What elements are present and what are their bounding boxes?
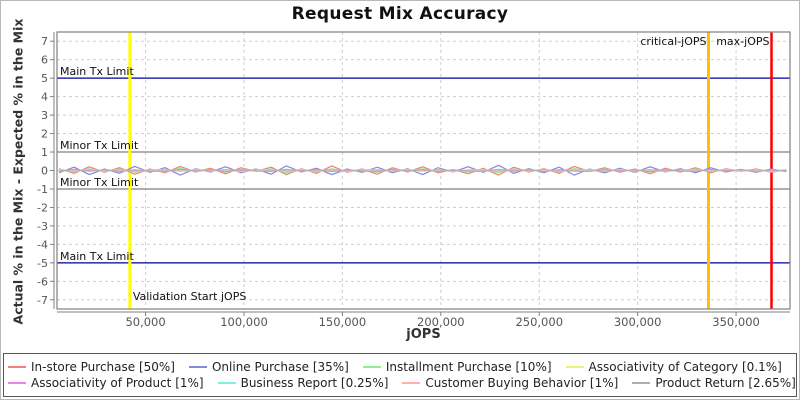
y-tick-label: -5 [37,257,48,270]
marker-label: max-jOPS [716,35,769,48]
legend-item: Installment Purchase [10%] [362,360,552,374]
y-tick-label: 0 [41,165,48,178]
legend-label: Online Purchase [35%] [211,360,349,374]
y-tick-label: -1 [37,183,48,196]
y-tick-label: 7 [41,35,48,48]
legend-line-swatch [8,382,26,384]
legend-item: Product Return [2.65%] [632,376,796,390]
marker-label: Validation Start jOPS [133,290,247,303]
limit-line-label: Minor Tx Limit [60,176,139,189]
legend-item: Online Purchase [35%] [188,360,349,374]
y-tick-label: 1 [41,146,48,159]
legend-label: Customer Buying Behavior [1%] [425,376,619,390]
legend-item: In-store Purchase [50%] [8,360,175,374]
limit-line-label: Main Tx Limit [60,65,134,78]
plot-border [56,31,791,310]
x-tick-label: 150,000 [319,315,367,329]
limit-line-label: Main Tx Limit [60,250,134,263]
legend-label: Product Return [2.65%] [655,376,796,390]
legend-label: Business Report [0.25%] [240,376,389,390]
legend-line-swatch [632,382,651,384]
legend-label: In-store Purchase [50%] [31,360,175,374]
x-tick-label: 250,000 [515,315,563,329]
series-line [58,165,787,176]
legend-line-swatch [565,366,584,368]
legend-line-swatch [188,366,207,368]
y-tick-label: -3 [37,220,48,233]
y-tick-label: 5 [41,72,48,85]
y-tick-label: -6 [37,275,48,288]
chart-legend: In-store Purchase [50%] Online Purchase [… [3,353,797,397]
legend-label: Associativity of Category [0.1%] [588,360,782,374]
legend-label: Associativity of Product [1%] [31,376,204,390]
marker-label: critical-jOPS [640,35,706,48]
series-line [58,168,787,173]
y-tick-label: -7 [37,294,48,307]
x-tick-label: 200,000 [417,315,465,329]
y-tick-label: -2 [37,201,48,214]
legend-line-swatch [8,366,26,368]
y-tick-label: 6 [41,54,48,67]
legend-label: Installment Purchase [10%] [385,360,552,374]
series-line [58,168,787,173]
y-tick-label: 3 [41,109,48,122]
x-tick-label: 350,000 [712,315,760,329]
y-tick-label: -4 [37,238,48,251]
x-tick-label: 300,000 [614,315,662,329]
legend-item: Associativity of Category [0.1%] [565,360,782,374]
x-axis-title: jOPS [406,327,441,342]
y-tick-label: 4 [41,91,48,104]
legend-item: Associativity of Product [1%] [8,376,204,390]
x-tick-label: 100,000 [220,315,268,329]
limit-line-label: Minor Tx Limit [60,139,139,152]
legend-line-swatch [217,382,236,384]
legend-row: Associativity of Product [1%] Business Re… [8,376,796,390]
legend-row: In-store Purchase [50%] Online Purchase [… [8,360,792,374]
legend-item: Business Report [0.25%] [217,376,389,390]
y-tick-label: 2 [41,128,48,141]
legend-item: Customer Buying Behavior [1%] [402,376,618,390]
x-tick-label: 50,000 [125,315,165,329]
chart-title: Request Mix Accuracy [291,4,509,24]
chart-canvas: -7 -6 -5 -4 -3 -2 -1 0 1 2 3 4 5 6 7 50,000 100,000 150,0… [37,31,791,329]
legend-line-swatch [362,366,381,368]
legend-line-swatch [402,382,421,384]
